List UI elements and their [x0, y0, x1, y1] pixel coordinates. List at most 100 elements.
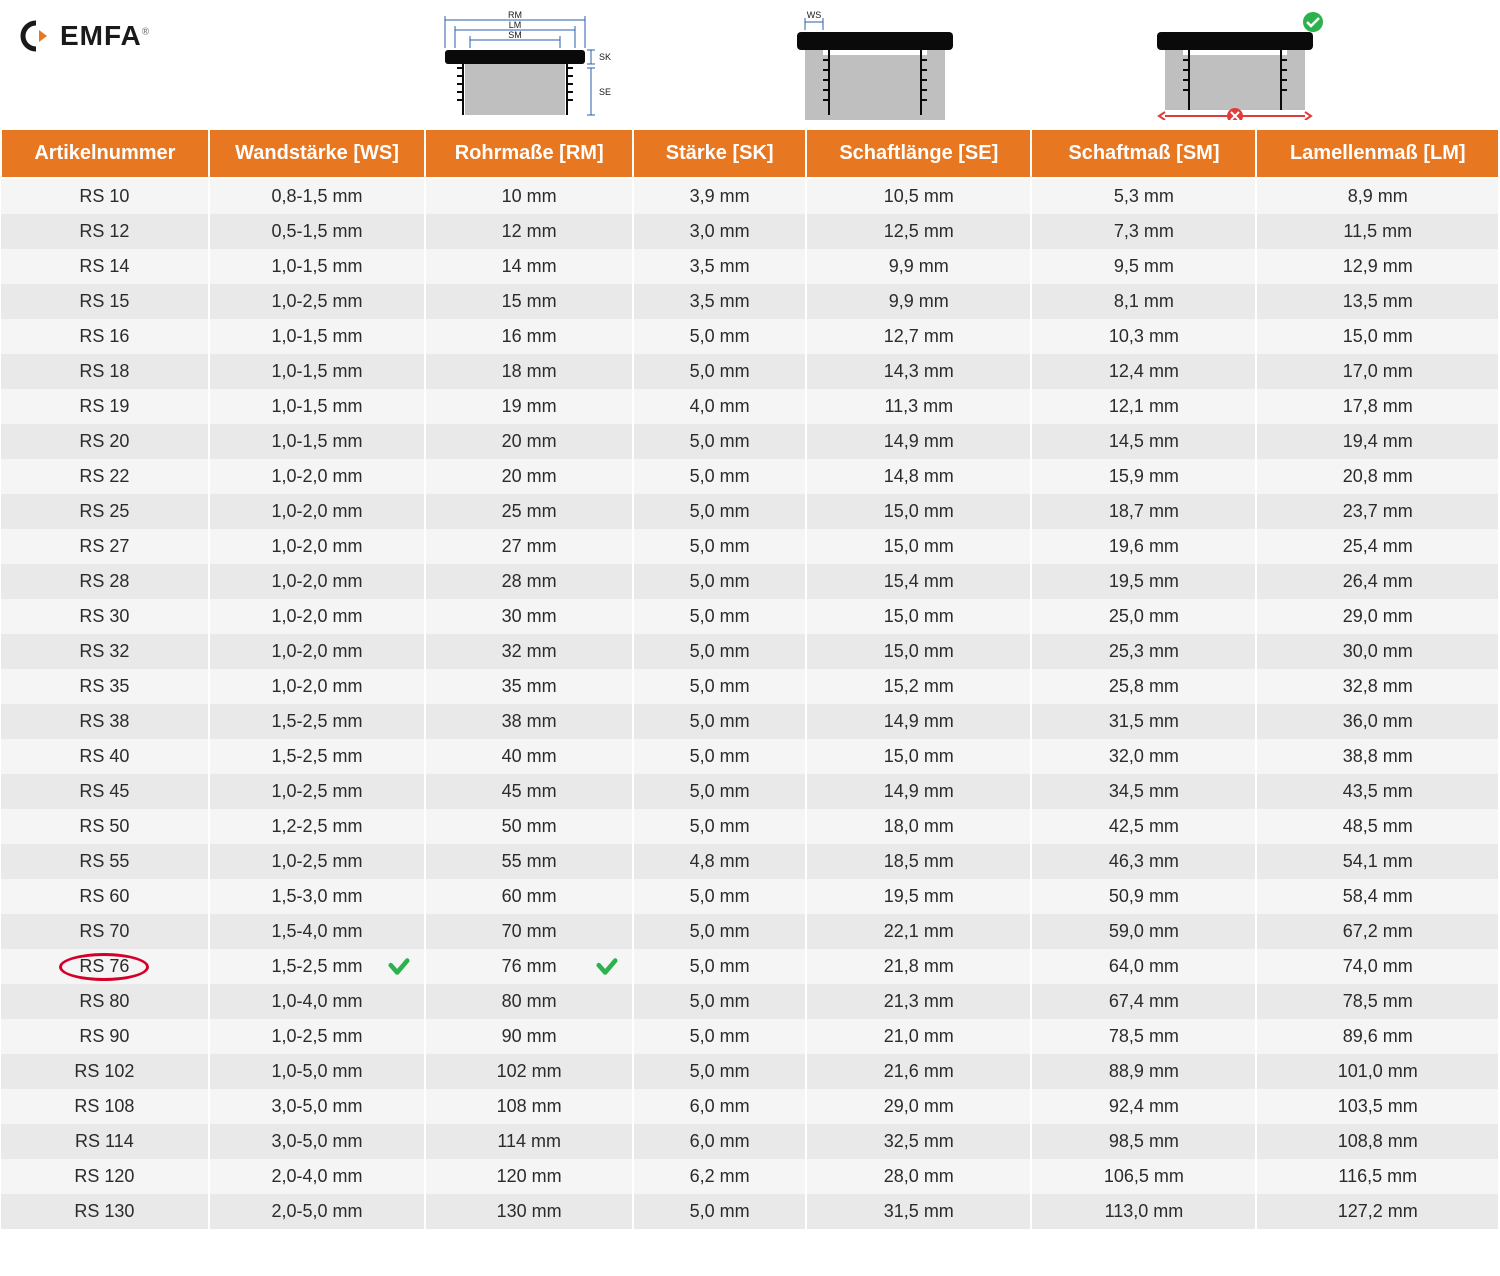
table-header-cell: Stärke [SK]: [633, 129, 806, 178]
table-cell: 12,9 mm: [1256, 249, 1499, 284]
table-cell: 1,0-2,5 mm: [209, 844, 425, 879]
table-cell: 15,0 mm: [806, 739, 1031, 774]
table-cell: 3,9 mm: [633, 178, 806, 214]
table-row: RS 191,0-1,5 mm19 mm4,0 mm11,3 mm12,1 mm…: [1, 389, 1499, 424]
table-cell: 14,9 mm: [806, 774, 1031, 809]
table-cell: 78,5 mm: [1256, 984, 1499, 1019]
table-cell: 18,0 mm: [806, 809, 1031, 844]
table-cell: 14,3 mm: [806, 354, 1031, 389]
table-row: RS 381,5-2,5 mm38 mm5,0 mm14,9 mm31,5 mm…: [1, 704, 1499, 739]
table-cell: 32,8 mm: [1256, 669, 1499, 704]
check-icon: [596, 956, 618, 978]
table-cell: 12,5 mm: [806, 214, 1031, 249]
table-cell: 12,7 mm: [806, 319, 1031, 354]
table-cell: 50,9 mm: [1031, 879, 1256, 914]
table-cell: 3,5 mm: [633, 284, 806, 319]
brand-name: EMFA®: [60, 20, 150, 52]
table-cell: 98,5 mm: [1031, 1124, 1256, 1159]
table-cell: 10,5 mm: [806, 178, 1031, 214]
diagram-row: RM LM SM SK SE WS: [270, 10, 1480, 120]
table-cell: RS 16: [1, 319, 209, 354]
table-cell: 5,0 mm: [633, 599, 806, 634]
table-cell: 17,0 mm: [1256, 354, 1499, 389]
spec-table: ArtikelnummerWandstärke [WS]Rohrmaße [RM…: [0, 128, 1500, 1229]
table-cell: 15,4 mm: [806, 564, 1031, 599]
table-cell: 25,0 mm: [1031, 599, 1256, 634]
table-cell: 5,0 mm: [633, 319, 806, 354]
table-cell: 12,1 mm: [1031, 389, 1256, 424]
table-row: RS 301,0-2,0 mm30 mm5,0 mm15,0 mm25,0 mm…: [1, 599, 1499, 634]
table-row: RS 201,0-1,5 mm20 mm5,0 mm14,9 mm14,5 mm…: [1, 424, 1499, 459]
table-cell: 5,0 mm: [633, 879, 806, 914]
table-cell: 14,9 mm: [806, 424, 1031, 459]
table-cell: 12,4 mm: [1031, 354, 1256, 389]
table-cell: 30,0 mm: [1256, 634, 1499, 669]
table-cell: 5,0 mm: [633, 809, 806, 844]
table-cell: RS 25: [1, 494, 209, 529]
table-cell: 92,4 mm: [1031, 1089, 1256, 1124]
table-cell: 25 mm: [425, 494, 633, 529]
svg-text:LM: LM: [509, 20, 522, 30]
table-cell: 1,5-3,0 mm: [209, 879, 425, 914]
table-cell: RS 114: [1, 1124, 209, 1159]
table-cell: 3,0-5,0 mm: [209, 1124, 425, 1159]
table-cell: 20 mm: [425, 459, 633, 494]
table-cell: 1,5-4,0 mm: [209, 914, 425, 949]
table-cell: 2,0-5,0 mm: [209, 1194, 425, 1229]
table-cell: 116,5 mm: [1256, 1159, 1499, 1194]
svg-text:SM: SM: [508, 30, 522, 40]
table-cell: 5,0 mm: [633, 1054, 806, 1089]
table-row: RS 801,0-4,0 mm80 mm5,0 mm21,3 mm67,4 mm…: [1, 984, 1499, 1019]
table-cell: 42,5 mm: [1031, 809, 1256, 844]
table-cell: 0,8-1,5 mm: [209, 178, 425, 214]
table-row: RS 401,5-2,5 mm40 mm5,0 mm15,0 mm32,0 mm…: [1, 739, 1499, 774]
table-cell: 114 mm: [425, 1124, 633, 1159]
table-cell: 25,8 mm: [1031, 669, 1256, 704]
table-cell: RS 55: [1, 844, 209, 879]
diagram-ws: WS: [775, 10, 975, 120]
table-row: RS 1202,0-4,0 mm120 mm6,2 mm28,0 mm106,5…: [1, 1159, 1499, 1194]
table-cell: 59,0 mm: [1031, 914, 1256, 949]
table-cell: 113,0 mm: [1031, 1194, 1256, 1229]
table-cell: RS 120: [1, 1159, 209, 1194]
table-cell: 25,4 mm: [1256, 529, 1499, 564]
table-row: RS 701,5-4,0 mm70 mm5,0 mm22,1 mm59,0 mm…: [1, 914, 1499, 949]
table-cell: 5,0 mm: [633, 1019, 806, 1054]
table-cell: 15,0 mm: [806, 599, 1031, 634]
table-header-cell: Schaftlänge [SE]: [806, 129, 1031, 178]
table-row: RS 181,0-1,5 mm18 mm5,0 mm14,3 mm12,4 mm…: [1, 354, 1499, 389]
table-cell: 1,5-2,5 mm: [209, 949, 425, 984]
table-cell: 32,5 mm: [806, 1124, 1031, 1159]
table-cell: 5,3 mm: [1031, 178, 1256, 214]
table-cell: 12 mm: [425, 214, 633, 249]
table-cell: 36,0 mm: [1256, 704, 1499, 739]
table-header-cell: Wandstärke [WS]: [209, 129, 425, 178]
table-cell: 19,6 mm: [1031, 529, 1256, 564]
table-cell: 1,0-2,0 mm: [209, 634, 425, 669]
table-cell: 43,5 mm: [1256, 774, 1499, 809]
table-cell: 130 mm: [425, 1194, 633, 1229]
table-cell: 8,9 mm: [1256, 178, 1499, 214]
table-row: RS 901,0-2,5 mm90 mm5,0 mm21,0 mm78,5 mm…: [1, 1019, 1499, 1054]
table-cell: 5,0 mm: [633, 564, 806, 599]
table-cell: 55 mm: [425, 844, 633, 879]
table-cell: 10 mm: [425, 178, 633, 214]
svg-text:RM: RM: [508, 10, 522, 20]
table-cell: 1,0-1,5 mm: [209, 319, 425, 354]
table-cell: RS 108: [1, 1089, 209, 1124]
table-cell: 32,0 mm: [1031, 739, 1256, 774]
table-cell: 64,0 mm: [1031, 949, 1256, 984]
table-cell: 26,4 mm: [1256, 564, 1499, 599]
table-cell: 9,9 mm: [806, 249, 1031, 284]
table-cell: 23,7 mm: [1256, 494, 1499, 529]
table-cell: 40 mm: [425, 739, 633, 774]
table-cell: 74,0 mm: [1256, 949, 1499, 984]
table-cell: 16 mm: [425, 319, 633, 354]
table-cell: 19,5 mm: [806, 879, 1031, 914]
table-cell: 1,0-2,0 mm: [209, 599, 425, 634]
table-cell: 5,0 mm: [633, 774, 806, 809]
table-cell: 7,3 mm: [1031, 214, 1256, 249]
table-cell: RS 70: [1, 914, 209, 949]
table-cell: 3,0-5,0 mm: [209, 1089, 425, 1124]
table-cell: 5,0 mm: [633, 1194, 806, 1229]
